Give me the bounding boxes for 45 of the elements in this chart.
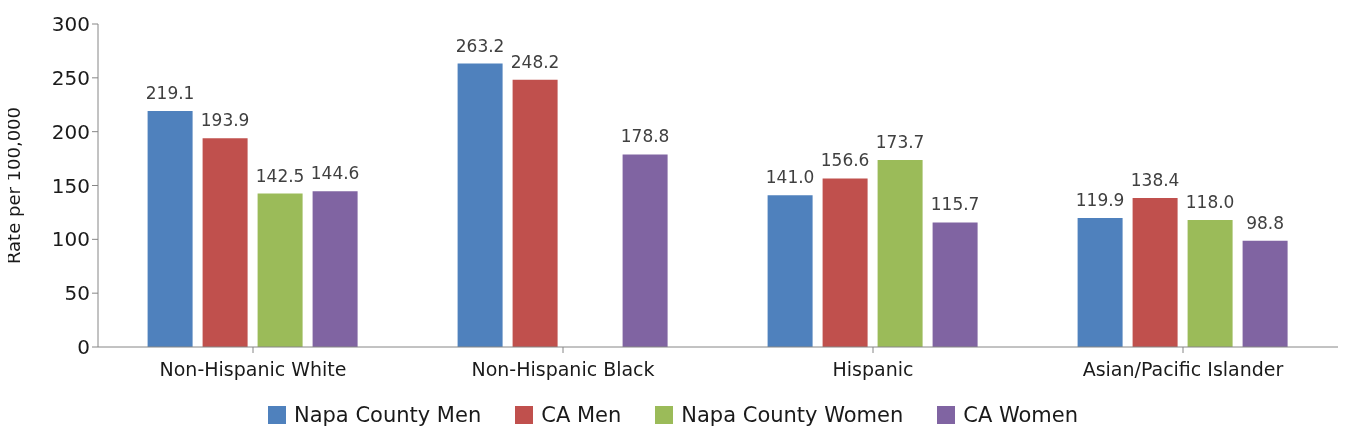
legend-label: CA Women bbox=[962, 403, 1079, 427]
bar bbox=[202, 138, 248, 347]
legend-label: CA Men bbox=[540, 403, 622, 427]
bar bbox=[1187, 219, 1233, 347]
data-label: 119.9 bbox=[1075, 189, 1125, 210]
y-tick-label: 100 bbox=[51, 227, 90, 252]
data-label: 156.6 bbox=[820, 150, 870, 171]
data-label: 219.1 bbox=[145, 83, 195, 104]
y-tick-label: 250 bbox=[51, 65, 90, 90]
data-label: 248.2 bbox=[510, 51, 560, 72]
y-tick-label: 200 bbox=[51, 119, 90, 144]
bar bbox=[1242, 240, 1288, 347]
data-label: 173.7 bbox=[875, 131, 925, 152]
data-label: 263.2 bbox=[455, 35, 505, 56]
x-tick-label: Non-Hispanic White bbox=[159, 358, 347, 381]
bar bbox=[512, 79, 558, 347]
bar bbox=[932, 222, 978, 347]
data-label: 115.7 bbox=[930, 194, 980, 215]
data-label: 98.8 bbox=[1246, 212, 1285, 233]
y-tick-label: 300 bbox=[51, 12, 90, 37]
bar bbox=[457, 63, 503, 347]
y-tick-label: 150 bbox=[51, 173, 90, 198]
y-tick-label: 50 bbox=[64, 281, 90, 306]
data-label: 142.5 bbox=[255, 165, 305, 186]
data-label: 193.9 bbox=[200, 110, 250, 131]
bar bbox=[877, 159, 923, 347]
bar bbox=[257, 193, 303, 347]
x-tick-label: Non-Hispanic Black bbox=[471, 358, 655, 381]
data-label: 138.4 bbox=[1130, 169, 1180, 190]
data-label: 144.6 bbox=[310, 163, 360, 184]
bar bbox=[822, 178, 868, 347]
bar bbox=[1077, 217, 1123, 347]
bar bbox=[1132, 197, 1178, 347]
data-label: 141.0 bbox=[765, 167, 815, 188]
bar bbox=[767, 195, 813, 347]
x-tick-label: Asian/Pacific Islander bbox=[1082, 358, 1284, 381]
y-tick-label: 0 bbox=[77, 335, 90, 360]
bar bbox=[147, 111, 193, 347]
legend-label: Napa County Men bbox=[292, 403, 482, 427]
legend-label: Napa County Women bbox=[680, 403, 904, 427]
bar bbox=[622, 154, 668, 347]
x-tick-label: Hispanic bbox=[832, 358, 914, 381]
bar bbox=[312, 191, 358, 347]
data-label: 178.8 bbox=[620, 126, 670, 147]
data-label: 118.0 bbox=[1185, 191, 1235, 212]
